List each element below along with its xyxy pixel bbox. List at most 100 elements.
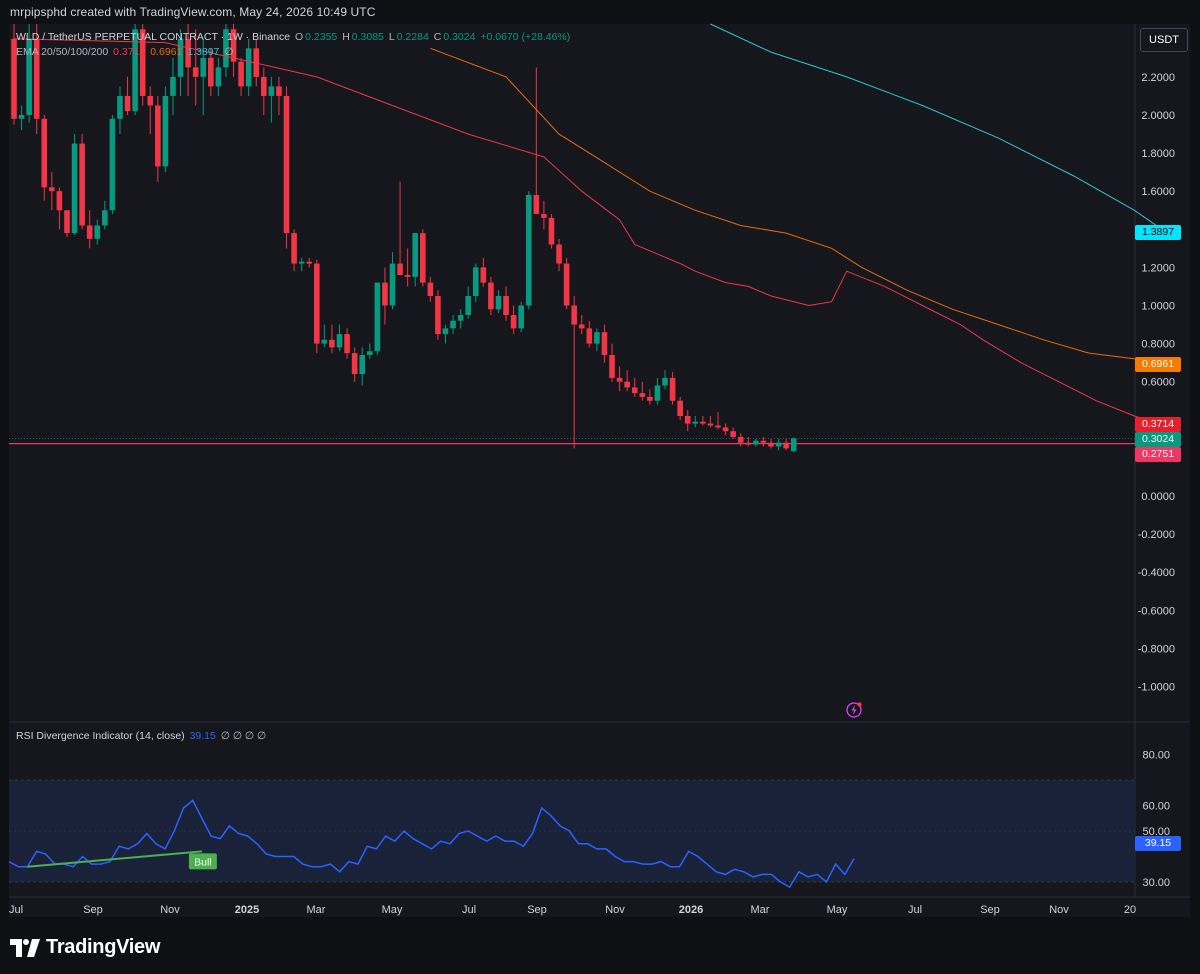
- chart-frame[interactable]: [9, 24, 1190, 917]
- candle-body: [427, 282, 434, 296]
- symbol-legend: WLD / TetherUS PERPETUAL CONTRACT · 1W ·…: [16, 31, 572, 43]
- bull-divergence-line: [27, 850, 202, 868]
- rsi-price-tag: 39.15: [1135, 836, 1181, 851]
- candle-body: [662, 377, 668, 386]
- candle-body: [276, 86, 282, 96]
- ema-legend[interactable]: EMA 20/50/100/200 0.3714 0.6961 1.3897 ∅: [16, 46, 235, 58]
- candle-body: [730, 431, 736, 437]
- candle-body: [594, 332, 600, 344]
- alert-icon[interactable]: [845, 701, 863, 724]
- chart-creation-credit: mrpipsphd created with TradingView.com, …: [10, 5, 376, 19]
- candle-body: [177, 38, 184, 77]
- price-axis-tick: 1.6000: [1141, 186, 1175, 198]
- rsi-band: [9, 780, 1135, 882]
- tradingview-logo-text: TradingView: [46, 936, 161, 958]
- candle-body: [79, 143, 85, 226]
- candle-body: [329, 339, 335, 348]
- candle-body: [238, 61, 244, 87]
- ohlc-l-value: 0.2284: [396, 31, 429, 43]
- candle-body: [147, 95, 154, 106]
- price-axis-tick: 1.2000: [1141, 262, 1175, 274]
- candle-body: [624, 381, 630, 388]
- candle-body: [261, 76, 267, 96]
- candle-body: [49, 187, 55, 192]
- price-axis-tick: 0.8000: [1141, 339, 1175, 351]
- candle-body: [124, 95, 131, 112]
- bull-label-box: [188, 853, 217, 870]
- rsi-axis-tick: 50.00: [1142, 826, 1170, 838]
- bull-label-text: Bull: [194, 856, 212, 868]
- currency-button[interactable]: USDT: [1140, 28, 1188, 52]
- candle-body: [139, 29, 146, 96]
- ema50-price-tag: 0.3714: [1135, 417, 1181, 432]
- candle-body: [26, 38, 32, 115]
- candle-body: [336, 334, 343, 348]
- rsi-legend[interactable]: RSI Divergence Indicator (14, close) 39.…: [16, 730, 268, 742]
- ohlc-c-label: C: [433, 31, 442, 43]
- candle-body: [760, 440, 767, 443]
- candle-body: [647, 396, 653, 401]
- candle-body: [525, 195, 532, 306]
- ohlc-h-label: H: [342, 31, 350, 43]
- candle-body: [639, 393, 646, 397]
- ohlc-h-value: 0.3085: [351, 31, 384, 43]
- candle-body: [192, 67, 199, 77]
- candle-body: [132, 29, 138, 112]
- symbol-label[interactable]: WLD / TetherUS PERPETUAL CONTRACT · 1W ·…: [16, 31, 291, 43]
- candle-body: [185, 38, 191, 68]
- candle-body: [472, 267, 479, 296]
- time-axis-tick: Nov: [1049, 904, 1069, 916]
- candle-body: [215, 67, 222, 87]
- time-axis-tick: Sep: [527, 904, 547, 916]
- time-axis-tick: 2025: [235, 904, 259, 916]
- price-axis-tick: 1.0000: [1141, 301, 1175, 313]
- candle-body: [745, 442, 752, 445]
- rsi-axis-tick: 80.00: [1142, 750, 1170, 762]
- candle-body: [677, 400, 683, 416]
- candle-body: [775, 442, 782, 447]
- rsi-axis-tick: 30.00: [1142, 877, 1170, 889]
- candle-body: [578, 324, 585, 329]
- price-axis-tick: -0.6000: [1138, 605, 1175, 617]
- candle-body: [389, 263, 396, 306]
- ema50-value: 0.6961: [150, 46, 183, 58]
- candle-body: [102, 210, 108, 226]
- time-axis-tick: 2026: [679, 904, 703, 916]
- candle-body: [722, 427, 729, 432]
- candle-body: [783, 442, 789, 449]
- ohlc-l-label: L: [388, 31, 395, 43]
- candle-body: [314, 263, 320, 344]
- tradingview-logo[interactable]: TradingView: [10, 936, 160, 959]
- candle-body: [404, 275, 411, 277]
- candle-body: [495, 295, 502, 310]
- time-axis-tick: Sep: [980, 904, 1000, 916]
- candle-body: [306, 261, 313, 264]
- ema100-price-tag: 0.6961: [1135, 357, 1181, 372]
- ohlc-o-value: 0.2355: [305, 31, 338, 43]
- candle-body: [715, 425, 721, 428]
- time-axis-tick: Jul: [9, 904, 23, 916]
- candle-body: [208, 57, 214, 87]
- candle-body: [109, 118, 116, 211]
- candle-body: [601, 332, 608, 356]
- close-price-tag: 0.3024: [1135, 432, 1181, 447]
- candle-body: [41, 118, 48, 188]
- candle-body: [117, 95, 123, 119]
- candle-body: [571, 305, 577, 325]
- candle-body: [700, 421, 706, 424]
- candle-body: [533, 195, 540, 215]
- price-axis-tick: 2.2000: [1141, 72, 1175, 84]
- ohlc-c-value: 0.3024: [443, 31, 476, 43]
- time-axis-tick: Mar: [751, 904, 770, 916]
- price-axis-tick: -0.8000: [1138, 643, 1175, 655]
- candle-body: [488, 282, 494, 310]
- ohlc-o-label: O: [294, 31, 304, 43]
- candle-body: [245, 48, 252, 87]
- hline-price-tag: 0.2751: [1135, 447, 1181, 462]
- candle-body: [162, 95, 169, 167]
- time-axis-tick: Nov: [605, 904, 625, 916]
- rsi-label: RSI Divergence Indicator (14, close): [16, 730, 185, 742]
- ema100-value: 1.3897: [187, 46, 220, 58]
- candle-body: [616, 377, 623, 382]
